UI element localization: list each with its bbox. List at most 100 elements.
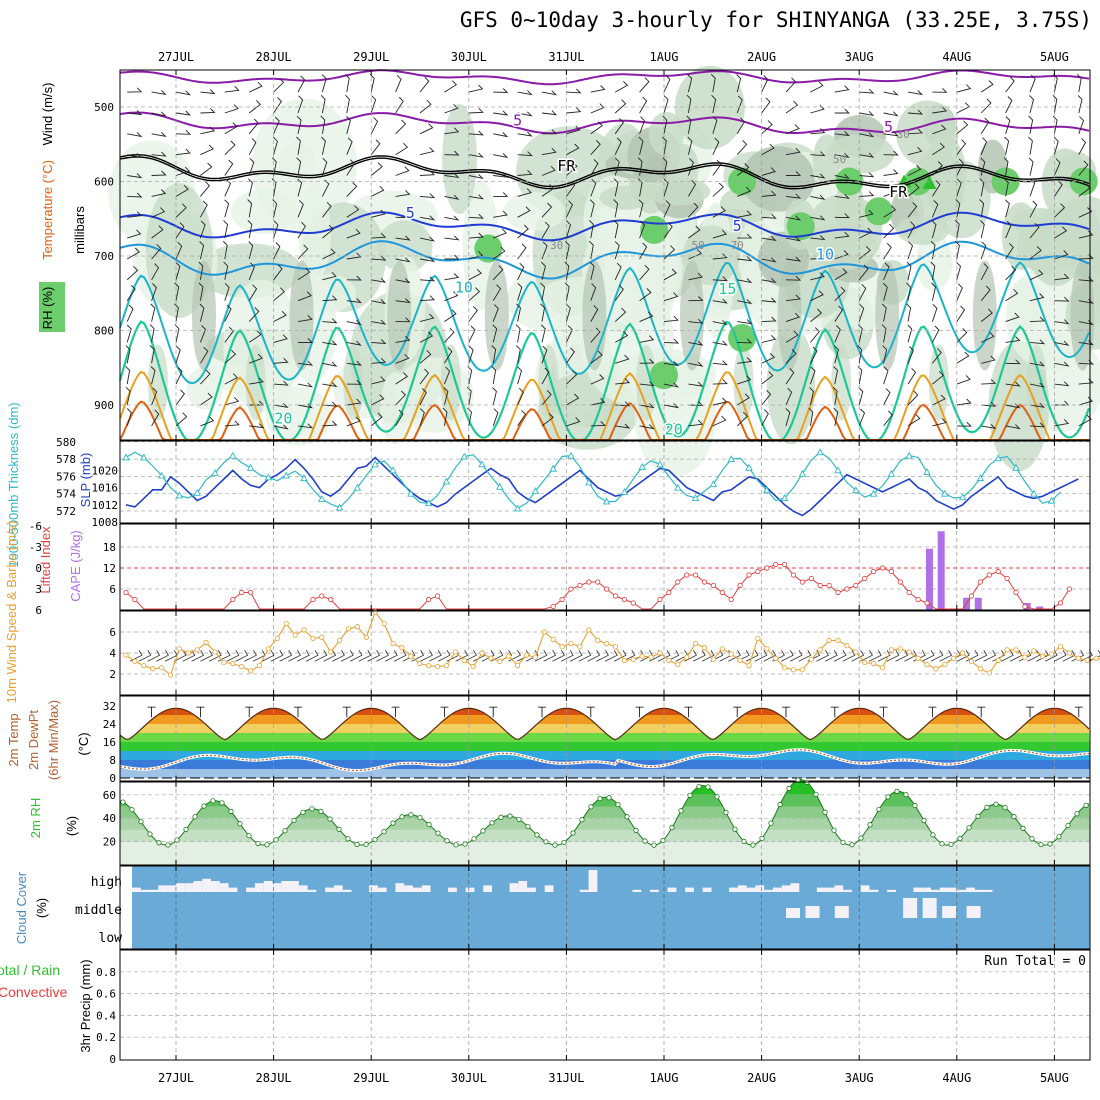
wind-barb: [663, 95, 669, 114]
wind-barb: [663, 382, 680, 388]
series-thickness: [125, 451, 1061, 510]
lifted-point: [577, 582, 583, 589]
wind-barb: [1005, 199, 1010, 218]
cloud-mid-bar: [805, 906, 820, 918]
isotherm-20: [118, 320, 1091, 442]
rh-shade: [741, 146, 815, 212]
thickness-tick-label: 578: [56, 453, 76, 466]
surface-wind-barb: [552, 650, 565, 662]
rh2m-point: [309, 806, 315, 812]
lifted-point: [666, 589, 672, 596]
wind-barb: [834, 286, 846, 302]
wind-barb: [1029, 269, 1044, 281]
wind-barb: [322, 401, 338, 407]
lifted-point: [719, 589, 725, 596]
wind-barb: [151, 207, 166, 218]
cloud-high-bar: [167, 885, 176, 892]
cloud-high-bar: [412, 887, 422, 892]
wind-barb: [883, 242, 892, 260]
lifted-point: [132, 596, 138, 603]
rh2m-point: [597, 795, 603, 802]
wind-barb: [956, 84, 972, 93]
temp-band: [120, 751, 1090, 760]
wind-barb: [370, 95, 377, 114]
wind-barb: [687, 158, 694, 176]
wind-barb: [224, 420, 240, 427]
wind10m-point: [506, 653, 512, 659]
wind-barb: [200, 89, 216, 95]
wind-barb: [980, 241, 987, 260]
wind-barb: [688, 202, 699, 218]
wind-barb: [565, 220, 572, 239]
wind-barb: [979, 220, 985, 239]
chart-title: GFS 0~10day 3-hourly for SHINYANGA (33.2…: [459, 8, 1092, 32]
rh2m-point: [381, 829, 387, 835]
wind-barb: [1005, 265, 1017, 281]
surface-wind-barb: [561, 650, 574, 662]
wind-barb: [297, 95, 304, 114]
surface-wind-barb: [596, 650, 609, 662]
lifted-point: [817, 582, 823, 589]
surface-wind-barb: [957, 650, 970, 662]
wind-barb: [761, 143, 775, 156]
rh2m-point: [570, 830, 576, 836]
wind-barb: [613, 220, 619, 239]
temp-tick-label: 8: [109, 754, 116, 767]
rh-shade: [223, 279, 301, 413]
surface-wind-barb: [886, 650, 900, 662]
wind-barb: [493, 132, 509, 138]
minmax-marker: [391, 706, 400, 718]
rh2m-point: [723, 809, 729, 816]
rh2m-point: [498, 814, 504, 820]
minmax-marker: [440, 706, 449, 718]
rh2m-point: [867, 822, 873, 828]
wind10m-point: [933, 666, 939, 672]
wind-barb: [1005, 116, 1011, 134]
cloud-high-bar: [132, 887, 141, 892]
wind-barb: [710, 73, 716, 93]
wind-barb: [444, 173, 460, 179]
wind-barb: [126, 408, 132, 427]
wind-barb: [371, 319, 387, 325]
isotherm-minus5: [119, 111, 1090, 135]
rh2m-point: [291, 817, 297, 824]
wind-barb: [1028, 115, 1034, 134]
wind-barb: [444, 127, 460, 135]
wind-barb: [712, 360, 728, 366]
wind-barb: [979, 178, 985, 197]
lifted-point: [995, 568, 1001, 575]
wind-barb: [785, 193, 802, 199]
isotherm-10: [119, 240, 1090, 280]
wind-barb: [223, 261, 229, 280]
wind-barb: [761, 353, 776, 364]
rh2m-point: [1047, 841, 1053, 847]
surface-wind-barb: [851, 650, 865, 662]
wind-barb: [712, 229, 728, 239]
rh-shade: [766, 325, 816, 445]
wind-barb: [419, 215, 436, 221]
cloud-high-bar: [448, 887, 457, 892]
temp-tick-label: 0: [109, 772, 116, 785]
wind-barb: [419, 76, 430, 93]
surface-wind-barb: [781, 650, 794, 662]
thickness-point: [318, 494, 326, 502]
wind-barb: [590, 350, 603, 364]
wind-barb: [1028, 136, 1033, 155]
wind-barb: [859, 191, 875, 197]
wind10m-point: [167, 672, 174, 678]
wind-barb: [907, 183, 920, 197]
isotherm-label: 15: [718, 280, 736, 298]
rh2m-point: [768, 820, 774, 826]
rh2m-point: [966, 825, 972, 831]
thickness-tick-label: 574: [56, 488, 76, 501]
rh2m-point: [705, 784, 711, 790]
rh2m-point: [615, 801, 621, 808]
thickness-point: [602, 497, 611, 505]
wind-barb: [566, 393, 580, 406]
wind-barb: [222, 240, 228, 260]
surface-wind-barb: [349, 650, 363, 662]
cloud-high-bar: [342, 889, 352, 892]
wind10m-point: [532, 654, 539, 660]
wind-barb: [955, 240, 960, 260]
wind-barb: [369, 74, 375, 93]
